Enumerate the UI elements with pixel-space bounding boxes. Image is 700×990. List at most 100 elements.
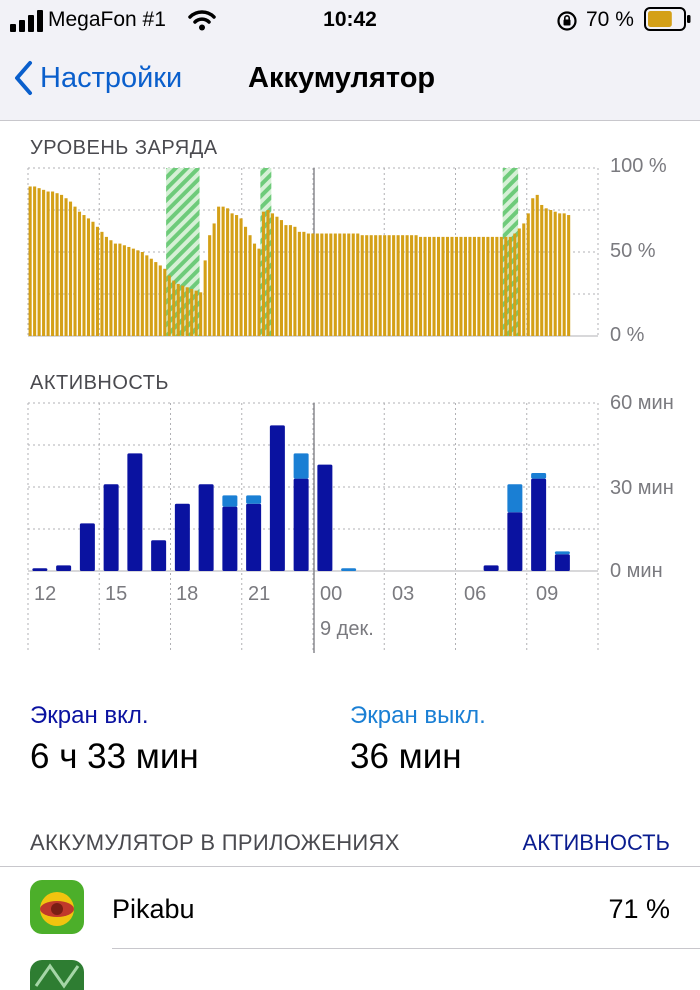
battery-level-bar <box>257 248 261 336</box>
battery-level-bar <box>436 236 441 336</box>
battery-level-bar <box>131 248 135 336</box>
activity-chart[interactable] <box>0 395 700 660</box>
battery-level-bar <box>109 240 113 336</box>
battery-level-bar <box>140 252 144 336</box>
screen-off-label: Экран выкл. <box>350 702 486 729</box>
battery-level-bar <box>239 218 243 336</box>
battery-level-bar <box>261 211 266 336</box>
battery-level-bar <box>118 243 122 336</box>
battery-level-bar <box>64 198 68 336</box>
battery-level-bar <box>293 226 297 336</box>
chevron-left-icon <box>15 61 32 95</box>
activity-bar-screen-off <box>246 495 262 504</box>
activity-bar-screen-off <box>554 551 570 555</box>
battery-level-bar <box>450 236 454 336</box>
battery-level-bar <box>154 262 158 336</box>
battery-level-bar <box>266 210 270 336</box>
battery-level-bar <box>77 211 82 336</box>
battery-level-bar <box>338 233 342 336</box>
battery-level-bar <box>248 235 252 336</box>
battery-level-bar <box>208 235 212 336</box>
battery-level-bar <box>86 218 91 336</box>
battery-level-bar <box>342 233 346 336</box>
battery-level-bar <box>91 221 95 336</box>
activity-bar-screen-on <box>293 478 309 571</box>
battery-level-label: УРОВЕНЬ ЗАРЯДА <box>30 137 218 159</box>
battery-level-bar <box>329 233 333 336</box>
battery-level-bar <box>544 208 548 336</box>
activity-label: АКТИВНОСТЬ <box>30 372 170 394</box>
battery-level-bar <box>320 233 324 336</box>
battery-level-bar <box>463 236 467 336</box>
battery-level-bar <box>558 213 562 336</box>
battery-level-chart[interactable] <box>0 160 700 350</box>
battery-level-bar <box>172 280 176 336</box>
back-button[interactable]: Настройки <box>12 58 182 98</box>
activity-date-label: 9 дек. <box>320 618 374 640</box>
apps-top-divider <box>0 866 700 867</box>
activity-bar-screen-on <box>56 565 72 571</box>
battery-level-bar <box>288 225 292 336</box>
battery-percent: 70 % <box>586 8 634 31</box>
next-app-icon <box>30 960 84 990</box>
battery-level-bar <box>28 186 32 336</box>
battery-level-bar <box>51 191 55 336</box>
activity-x-label-00: 00 <box>320 583 343 605</box>
battery-level-bar <box>553 211 557 336</box>
activity-bar-screen-on <box>246 503 262 571</box>
battery-level-bar <box>360 235 364 336</box>
battery-level-bar <box>226 208 230 336</box>
battery-level-bar <box>33 186 37 336</box>
activity-bar-screen-on <box>198 484 214 571</box>
battery-level-bar <box>311 233 315 336</box>
activity-bar-screen-on <box>222 506 238 571</box>
activity-bar-screen-on <box>317 464 333 571</box>
battery-level-bar <box>60 194 64 336</box>
battery-level-bar <box>562 213 566 336</box>
battery-level-bar <box>549 210 553 336</box>
battery-level-bar <box>199 292 203 336</box>
battery-level-bar <box>230 213 234 336</box>
battery-level-bar <box>244 226 248 336</box>
activity-x-label-06: 06 <box>464 583 487 605</box>
battery-level-bar <box>113 243 117 336</box>
battery-level-bar <box>275 216 279 336</box>
carrier-name: MegaFon #1 <box>48 8 166 31</box>
battery-level-bar <box>468 236 472 336</box>
battery-level-bar <box>297 231 301 336</box>
activity-bar-screen-on <box>483 565 499 571</box>
battery-y-label-100: 100 % <box>610 155 667 177</box>
activity-bar-screen-off <box>341 568 357 571</box>
show-activity-button[interactable]: АКТИВНОСТЬ <box>522 830 670 855</box>
battery-level-bar <box>181 285 185 336</box>
activity-bar-screen-on <box>531 478 547 571</box>
page-title: Аккумулятор <box>248 62 436 94</box>
app-row-pikabu[interactable]: Pikabu 71 % <box>0 866 700 950</box>
battery-level-bar <box>279 220 283 336</box>
battery-level-bar <box>522 223 526 336</box>
battery-level-bar <box>414 235 418 336</box>
navigation-bar: Настройки Аккумулятор <box>0 40 700 121</box>
apps-battery-header: АККУМУЛЯТОР В ПРИЛОЖЕНИЯХ <box>30 830 400 855</box>
battery-level-bar <box>212 223 216 336</box>
app-battery-percent: 71 % <box>608 894 670 924</box>
activity-bar-screen-on <box>103 484 119 571</box>
battery-level-bar <box>432 236 436 336</box>
battery-y-label-50: 50 % <box>610 240 656 262</box>
battery-level-bar <box>486 236 490 336</box>
battery-level-bar <box>37 188 41 336</box>
battery-level-bar <box>477 236 481 336</box>
activity-y-label-60: 60 мин <box>610 392 674 414</box>
battery-level-bar <box>235 215 239 336</box>
rotation-lock-icon <box>557 11 577 31</box>
clock: 10:42 <box>323 8 377 31</box>
activity-bar-screen-on <box>269 425 285 571</box>
battery-level-bar <box>217 206 221 336</box>
battery-level-bar <box>351 233 355 336</box>
battery-charging-band <box>260 168 272 336</box>
battery-level-bar <box>392 235 396 336</box>
battery-level-bar <box>333 233 337 336</box>
activity-x-label-12: 12 <box>34 583 57 605</box>
battery-level-bar <box>82 215 86 336</box>
battery-level-bar <box>315 233 319 336</box>
